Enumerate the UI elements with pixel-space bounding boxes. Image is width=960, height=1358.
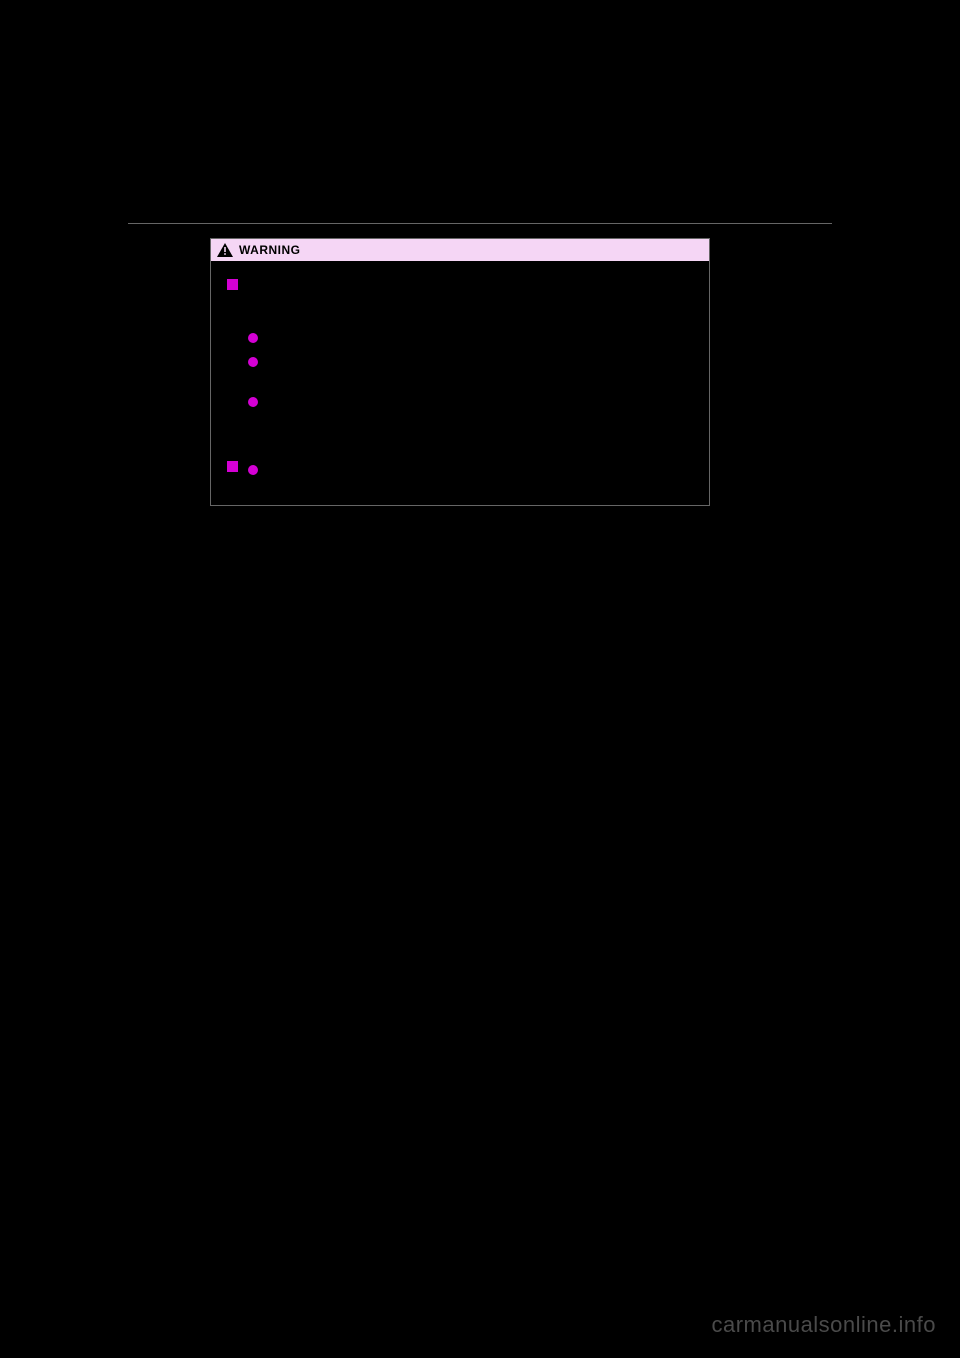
list-item-text [268,395,693,441]
warning-label: WARNING [239,243,301,257]
square-bullet-icon [227,461,238,472]
top-divider [128,223,832,224]
warning-header: WARNING [211,239,709,261]
section-lead-text [248,297,693,325]
warning-section-content [248,459,693,477]
warning-box: WARNING [210,238,710,506]
list-item [248,463,693,477]
warning-section [227,277,693,441]
round-bullet-icon [248,333,258,343]
list-item-text [268,463,693,477]
warning-section [227,459,693,477]
warning-section-content [248,277,693,441]
list-item [248,355,693,385]
round-bullet-icon [248,397,258,407]
round-bullet-icon [248,357,258,367]
watermark-text: carmanualsonline.info [711,1312,936,1338]
list-item-text [268,331,693,345]
manual-page: WARNING [0,0,960,1358]
warning-body [211,261,709,505]
list-item [248,395,693,441]
section-heading [248,277,693,291]
round-bullet-icon [248,465,258,475]
list-item [248,331,693,345]
square-bullet-icon [227,279,238,290]
list-item-text [268,355,693,385]
warning-triangle-icon [217,243,233,257]
bullet-list [248,463,693,477]
bullet-list [248,331,693,441]
